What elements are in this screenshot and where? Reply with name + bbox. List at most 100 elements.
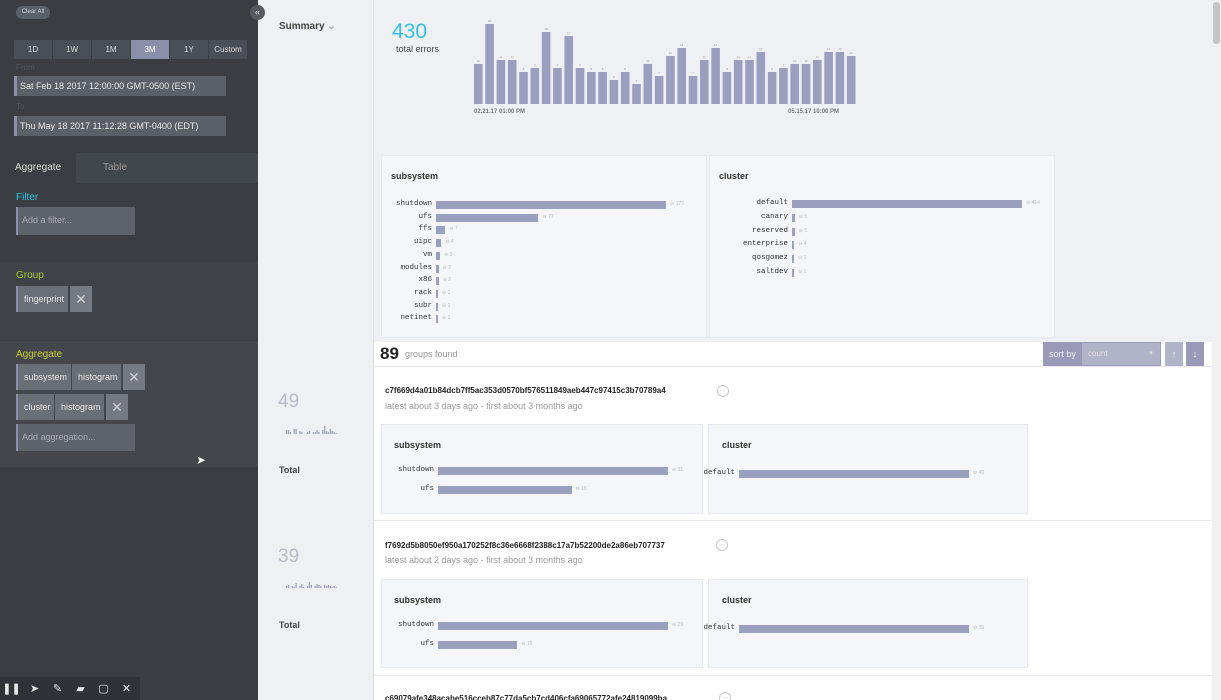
histogram-row[interactable]: reserved ⊖ 5 (710, 226, 807, 238)
timeline-bar[interactable] (541, 32, 551, 104)
timeline-bar[interactable] (474, 64, 483, 104)
remove-group-icon[interactable]: ✕ (70, 286, 92, 312)
timeline-bar[interactable] (485, 24, 494, 104)
histogram-row[interactable]: ufs ⊖ 18 (382, 484, 587, 496)
timeline-bar[interactable] (688, 76, 698, 104)
sort-descending-button[interactable]: ↓ (1186, 342, 1204, 366)
agg-type-histogram[interactable]: histogram (72, 364, 121, 390)
clear-all-button[interactable]: Clear All (16, 6, 50, 19)
summary-dropdown[interactable]: Summary ⌄ (279, 21, 336, 32)
tab-table[interactable]: Table (103, 162, 127, 173)
more-options-icon[interactable]: ··· (716, 539, 728, 551)
timeline-bar[interactable] (564, 36, 573, 104)
histogram-row[interactable]: shutdown ⊖ 29 (382, 620, 683, 632)
timeline-bar[interactable] (587, 72, 596, 104)
timeline-bar[interactable] (620, 72, 630, 104)
timeline-bar[interactable] (575, 68, 585, 104)
range-3m-button[interactable]: 3M (131, 40, 169, 59)
histogram-row[interactable]: default ⊖ 49 (703, 468, 984, 480)
pointer-icon[interactable]: ➤ (29, 683, 40, 695)
timeline-bar[interactable] (530, 68, 540, 104)
range-1y-button[interactable]: 1Y (170, 40, 208, 59)
histogram-row[interactable]: modules ⊖ 2 (382, 263, 451, 275)
timeline-bar[interactable] (801, 64, 811, 104)
histogram-row[interactable]: qosgomez ⊖ 1 (710, 253, 806, 265)
close-icon[interactable]: ✕ (121, 683, 132, 695)
histogram-row[interactable]: shutdown ⊖ 31 (382, 465, 683, 477)
timeline-bar[interactable] (632, 84, 641, 104)
histogram-row[interactable]: ffs ⊖ 7 (382, 224, 458, 236)
range-1d-button[interactable]: 1D (14, 40, 52, 59)
timeline-bar[interactable] (722, 72, 732, 104)
agg-field-subsystem[interactable]: subsystem (16, 364, 71, 390)
timeline-bar[interactable] (745, 60, 754, 104)
timeline-bar[interactable] (835, 52, 845, 104)
histogram-row[interactable]: netinet ⊖ 1 (382, 313, 450, 325)
timeline-bar[interactable] (519, 72, 528, 104)
more-options-icon[interactable]: ··· (719, 692, 731, 700)
sort-ascending-button[interactable]: ↑ (1165, 342, 1183, 366)
range-1m-button[interactable]: 1M (92, 40, 130, 59)
histogram-label: modules (400, 263, 432, 272)
histogram-row[interactable]: ufs ⊖ 77 (382, 212, 554, 224)
histogram-row[interactable]: x86 ⊖ 2 (382, 275, 451, 287)
remove-aggregation-icon[interactable]: ✕ (123, 364, 145, 390)
group-fingerprint-link[interactable]: c7f669d4a01b84dcb7ff5ac353d0570bf5765118… (385, 386, 666, 395)
timeline-bar[interactable] (700, 60, 709, 104)
timeline-bar[interactable] (598, 72, 607, 104)
histogram-row[interactable]: default ⊖ 39 (703, 623, 984, 635)
from-date-input[interactable]: Sat Feb 18 2017 12:00:00 GMT-0500 (EST) (14, 76, 226, 96)
to-date-input[interactable]: Thu May 18 2017 11:12:28 GMT-0400 (EDT) (14, 116, 226, 136)
histogram-row[interactable]: ufs ⊖ 10 (382, 639, 532, 651)
pause-icon[interactable]: ❚❚ (2, 683, 21, 695)
histogram-row[interactable]: rack ⊖ 1 (382, 288, 450, 300)
timeline-bar[interactable] (733, 60, 743, 104)
group-count: 39 (278, 546, 300, 567)
histogram-row[interactable]: canary ⊖ 5 (710, 212, 807, 224)
collapse-sidebar-icon[interactable]: « (250, 5, 265, 20)
more-options-icon[interactable]: ··· (717, 385, 729, 397)
timeline-bar[interactable] (609, 80, 619, 104)
tab-aggregate[interactable]: Aggregate (0, 153, 76, 183)
add-aggregation-input[interactable]: Add aggregation... (16, 424, 135, 451)
scrollbar-thumb[interactable] (1213, 2, 1220, 44)
timeline-bar[interactable] (677, 48, 686, 104)
histogram-row[interactable]: default ⊖ 414 (710, 198, 1040, 210)
timeline-bar[interactable] (507, 60, 517, 104)
highlighter-icon[interactable]: ▰ (76, 683, 85, 695)
group-fingerprint-link[interactable]: c69079afe348acabe516cceb87c77da5cb7cd406… (385, 694, 668, 700)
bar-value-label: 7 (692, 71, 694, 75)
group-fingerprint-link[interactable]: f7692d5b8050ef950a170252f8c36e6668f2388c… (385, 541, 665, 550)
timeline-bar[interactable] (790, 64, 799, 104)
timeline-bar[interactable] (666, 56, 675, 104)
histogram-row[interactable]: enterprise ⊖ 4 (710, 239, 807, 251)
timeline-bar[interactable] (553, 68, 562, 104)
sparkline-bar (333, 432, 335, 434)
rectangle-icon[interactable]: ▢ (98, 683, 109, 695)
pen-icon[interactable]: ✎ (52, 683, 63, 695)
sort-select[interactable]: count ▼ (1082, 343, 1160, 365)
timeline-bar[interactable] (779, 68, 788, 104)
histogram-row[interactable]: vm ⊖ 3 (382, 250, 452, 262)
timeline-bar[interactable] (711, 48, 720, 104)
timeline-bar[interactable] (824, 52, 833, 104)
timeline-bar[interactable] (767, 72, 777, 104)
range-custom-button[interactable]: Custom (209, 40, 247, 59)
timeline-bar[interactable] (756, 52, 766, 104)
range-1w-button[interactable]: 1W (53, 40, 91, 59)
histogram-row[interactable]: saltdev ⊖ 1 (710, 267, 806, 279)
timeline-bar[interactable] (496, 60, 506, 104)
timeline-bar[interactable] (654, 76, 664, 104)
vertical-scrollbar[interactable] (1212, 0, 1221, 700)
timeline-bar[interactable] (846, 56, 856, 104)
timeline-bar[interactable] (643, 64, 653, 104)
histogram-row[interactable]: shutdown ⊖ 173 (382, 199, 684, 211)
filter-input[interactable]: Add a filter... (16, 207, 135, 235)
timeline-bar[interactable] (813, 60, 822, 104)
histogram-row[interactable]: subr ⊖ 1 (382, 301, 450, 313)
cluster-title: cluster (722, 440, 752, 450)
histogram-row[interactable]: uipc ⊖ 4 (382, 237, 454, 249)
remove-aggregation-icon[interactable]: ✕ (106, 394, 128, 420)
agg-field-cluster[interactable]: cluster (16, 394, 54, 420)
agg-type-histogram[interactable]: histogram (55, 394, 104, 420)
